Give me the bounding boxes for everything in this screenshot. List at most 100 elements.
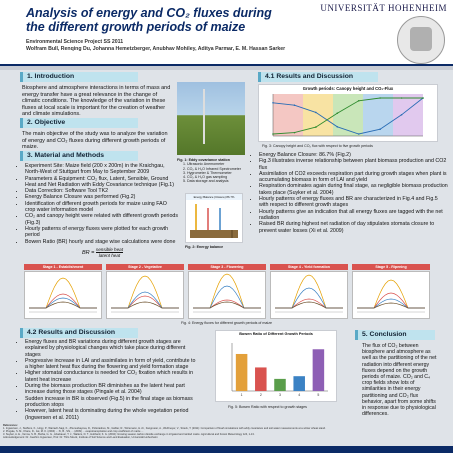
- energy-balance-box-title: Energy Balance (Closure) 86.7%: [186, 194, 242, 200]
- growth-data-point: [336, 112, 339, 115]
- fig2-caption: Fig. 2: Energy balance: [185, 245, 224, 249]
- growth-series-line: [272, 97, 424, 135]
- eddy-covariance-photo: [177, 82, 245, 155]
- conclusion-text: The flux of CO₂ between biosphere and at…: [362, 343, 440, 417]
- bowen-ratio-chart: 1 2 3 4 5: [231, 343, 328, 397]
- methods-text: Experiment Site: Maize field (200 x 200m…: [18, 163, 178, 245]
- stage-5-header: Stage 5 - Ripening: [352, 264, 430, 270]
- results-bottom-bullet: During the biomass production BR diminis…: [25, 383, 196, 396]
- results-top-bullet: Assimilation of CO2 exceeds respiration …: [259, 171, 448, 184]
- stage-4-header: Stage 4 - Yield formation: [270, 264, 348, 270]
- growth-data-point: [336, 126, 339, 128]
- flux-curve: [29, 277, 97, 309]
- bowen-tick-label: 1: [241, 393, 243, 397]
- stage-5-flux-lines: [357, 279, 425, 313]
- fig1-item: 2. CO₂ & H₂O Infrared Spectrometer: [183, 166, 241, 171]
- objective-heading: 2. Objective: [20, 118, 138, 128]
- bowen-chart-title: Bowen Ratio of Different Growth Periods: [239, 332, 313, 336]
- bowen-ratio-chart-box: Bowen Ratio of Different Growth Periods …: [215, 330, 337, 402]
- bowen-bar: [312, 349, 325, 391]
- results-bottom-bullet: Progressive increase in LAI and assimila…: [25, 358, 196, 371]
- results-top-bullet: Energy Balance Closure: 86.7% (Fig.2): [259, 152, 448, 158]
- bowen-bar: [235, 353, 248, 391]
- flux-curve: [193, 273, 261, 309]
- formula-lhs: BR =: [82, 249, 95, 256]
- objective-text: The main objective of the study was to a…: [22, 131, 172, 151]
- growth-data-point: [357, 133, 360, 135]
- fig1-caption-title: Fig. 1: Eddy covariance station: [177, 158, 230, 162]
- methods-bullet: Energy Balance Closure was performed (Fi…: [25, 194, 178, 200]
- reference-line: 3. Suyker, A. E., Verma, S. B., Burba, G…: [3, 433, 255, 437]
- flux-curve: [29, 293, 97, 309]
- fig1-item: 5. Data storage and analysis: [183, 179, 229, 184]
- growth-stage-band: [393, 94, 423, 136]
- results-top-text: Energy Balance Closure: 86.7% (Fig.2) Fi…: [252, 152, 448, 234]
- results-top-bullet: Hourly patterns give an indication that …: [259, 209, 448, 222]
- introduction-heading: 1. Introduction: [20, 72, 138, 82]
- flux-curve: [357, 298, 425, 309]
- flux-curve: [275, 274, 343, 309]
- bowen-bar: [293, 376, 305, 391]
- stage-2-flux-plot: [106, 271, 184, 319]
- title-line-2: the different growth periods of maize: [26, 20, 246, 34]
- growth-data-point: [293, 104, 296, 106]
- fig1-caption-items: 1. Ultrasonic Anemometer 2. CO₂ & H₂O In…: [177, 162, 249, 183]
- university-seal-icon: [397, 16, 445, 64]
- results-top-bullet: Hourly patterns of energy fluxes and BR …: [259, 196, 448, 209]
- results-bottom-text: Energy fluxes and BR variations during d…: [18, 339, 196, 421]
- flux-curve: [193, 299, 261, 309]
- flux-curve: [275, 301, 343, 309]
- stage-3-header: Stage 3 - Flowering: [188, 264, 266, 270]
- growth-data-point: [315, 126, 317, 128]
- flux-curve: [111, 301, 179, 309]
- results-bottom-bullet: Energy fluxes and BR variations during d…: [25, 339, 196, 358]
- header-strip: [0, 66, 453, 70]
- methods-bullet: Parameters & Equipment: CO₂ flux, Latent…: [25, 176, 178, 189]
- growth-data-point: [272, 133, 274, 135]
- stage-1-flux-lines: [29, 277, 97, 313]
- stage-4-flux-plot: [270, 271, 348, 319]
- stage-4-flux-lines: [275, 274, 343, 313]
- growth-stage-band: [363, 94, 393, 136]
- growth-data-point: [357, 99, 360, 102]
- bowen-tick-label: 3: [279, 393, 281, 397]
- flux-curve: [193, 301, 261, 309]
- results-bottom-bullet: However, latent heat is dominating durin…: [25, 408, 196, 421]
- methods-bullet: Identification of different growth perio…: [25, 201, 178, 214]
- acknowledgement: Acknowledgement: Dr. Joachim Ingwersen, …: [3, 436, 158, 440]
- bowen-formula: BR = sensible heat latent heat: [82, 247, 192, 258]
- results-bottom-bullet-list: Energy fluxes and BR variations during d…: [18, 339, 196, 421]
- poster-header: UNIVERSITÄT HOHENHEIM Analysis of energy…: [0, 0, 453, 70]
- fig4-caption: Fig. 4: Energy fluxes for different grow…: [180, 321, 273, 325]
- flux-curve: [29, 297, 97, 309]
- stage-1-header: Stage 1 - Establishment: [24, 264, 102, 270]
- methods-bullet: Data Correction: Software Tool TK2: [25, 188, 178, 194]
- growth-data-point: [400, 97, 403, 99]
- results-bottom-bullet: Higher stomatal conductance is needed fo…: [25, 370, 196, 383]
- growth-data-point: [293, 131, 296, 134]
- growth-stage-band: [273, 94, 303, 136]
- results-top-bullet: Raised BR during highest net radiation o…: [259, 221, 448, 234]
- reference-line: 2. Pingale, S. M., Khare, D., Jat, M. K.…: [3, 430, 144, 434]
- formula-fraction: sensible heat latent heat: [95, 247, 123, 258]
- stage-3-flux-plot: [188, 271, 266, 319]
- growth-data-point: [379, 97, 381, 99]
- methods-heading: 3. Material and Methods: [20, 151, 138, 161]
- station-mast: [202, 89, 205, 145]
- conclusion-heading: 5. Conclusion: [355, 330, 435, 340]
- flux-curve: [111, 291, 179, 309]
- growth-data-point: [379, 128, 381, 130]
- flux-curve: [357, 292, 425, 309]
- bowen-bar: [255, 367, 267, 391]
- methods-bullet-list: Experiment Site: Maize field (200 x 200m…: [18, 163, 178, 245]
- results-top-heading: 4.1 Results and Discussion: [258, 72, 378, 82]
- methods-bullet: Hourly patterns of energy fluxes were pl…: [25, 226, 178, 239]
- stage-5-flux-plot: [352, 271, 430, 319]
- growth-series-line: [272, 97, 423, 135]
- bowen-tick-label: 2: [260, 393, 262, 397]
- formula-denominator: latent heat: [98, 253, 121, 258]
- fig1-caption: Fig. 1: Eddy covariance station 1. Ultra…: [177, 158, 249, 184]
- stage-1-flux-plot: [24, 271, 102, 319]
- formula-numerator: sensible heat: [95, 247, 123, 253]
- growth-data-point: [400, 114, 403, 116]
